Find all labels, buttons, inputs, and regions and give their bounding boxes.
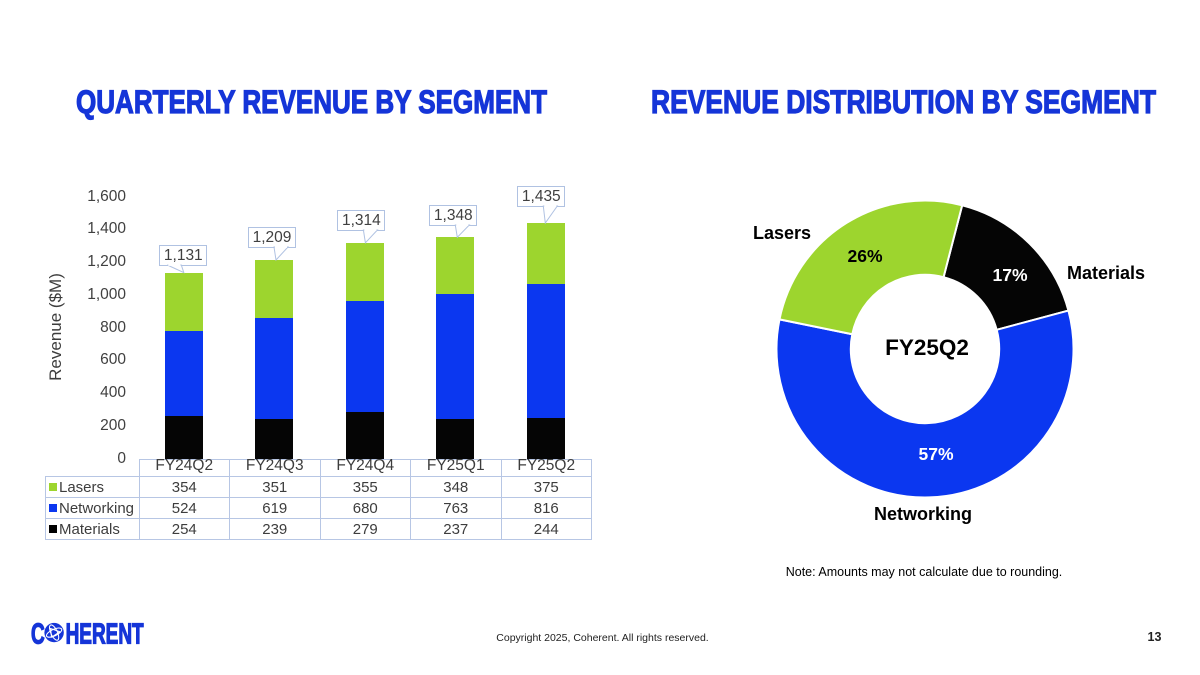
svg-text:HERENT: HERENT (66, 619, 144, 651)
svg-text:C: C (31, 619, 45, 651)
